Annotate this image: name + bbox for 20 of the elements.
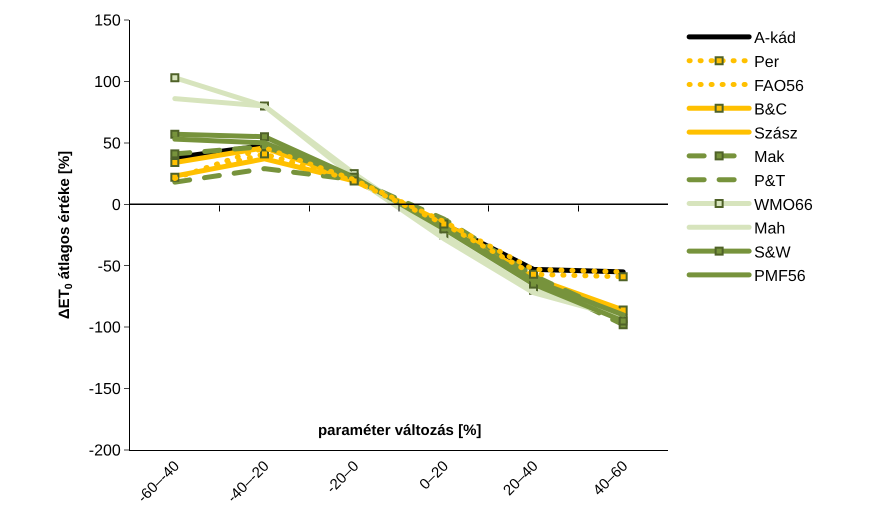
y-tick-label: -150 [88,381,121,398]
legend-label: PMF56 [754,268,806,286]
legend-label: Per [754,54,780,71]
y-tick-label: -200 [88,442,121,460]
legend-label: P&T [754,172,786,190]
legend-label: A-kád [754,30,796,48]
legend-label: Mah [754,220,786,238]
y-tick-label: 100 [94,74,121,92]
y-tick-label: 50 [103,135,121,152]
legend-label: FAO56 [754,78,804,95]
y-tick-label: 0 [112,196,121,214]
y-tick-label: -50 [98,258,121,276]
y-tick-label: 150 [94,12,121,30]
legend-label: B&C [754,102,788,119]
legend-label: WMO66 [754,196,813,214]
x-axis-title: paraméter változás [%] [318,422,482,439]
legend-label: Mak [754,149,786,166]
legend-label: Szász [754,125,798,142]
legend-label: S&W [754,244,792,262]
y-tick-label: -100 [88,320,121,337]
